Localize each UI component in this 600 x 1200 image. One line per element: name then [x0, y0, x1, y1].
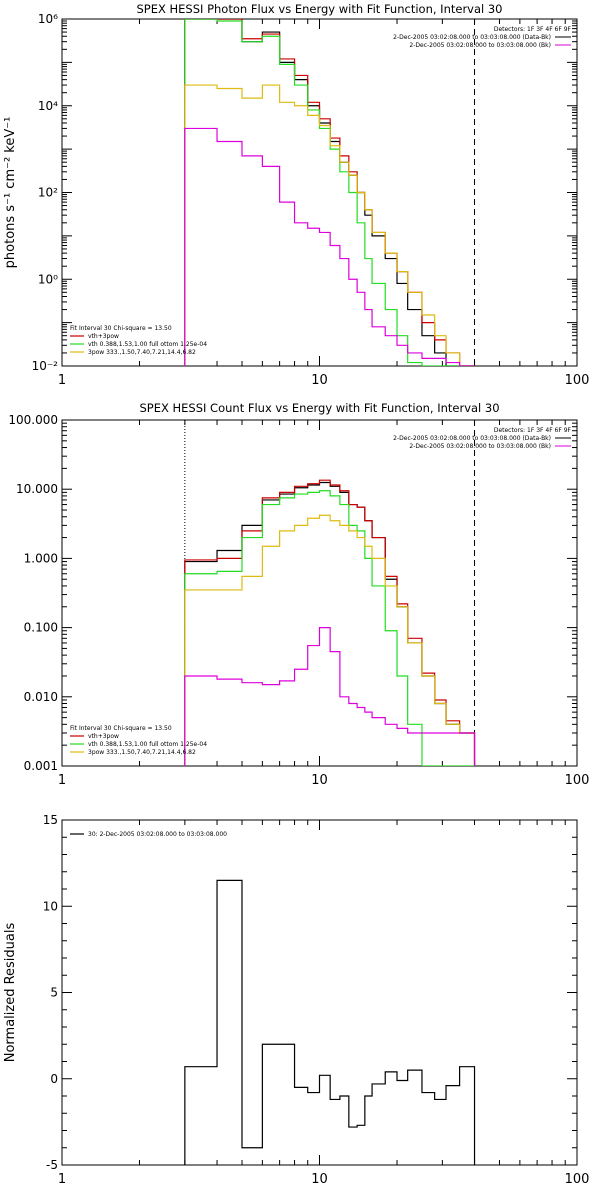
- plot-frame: [61, 18, 578, 367]
- series-line-green: [184, 19, 475, 366]
- x-tick-label: 100: [565, 373, 590, 388]
- y-tick-label: 10⁰: [38, 272, 58, 286]
- y-axis-label: photons s⁻¹ cm⁻² keV⁻¹: [3, 117, 18, 269]
- series-line-black: [184, 19, 475, 366]
- legend-entry: 2-Dec-2005 03:02:08.000 to 03:03:08.000 …: [409, 42, 551, 49]
- legend-entry: 2-Dec-2005 03:02:08.000 to 03:03:08.000 …: [393, 34, 551, 41]
- legend-detectors: Detectors: 1F 3F 4F 6F 9F: [494, 26, 572, 33]
- y-axis-label: Normalized Residuals: [3, 923, 18, 1063]
- y-tick-label: 1.000: [24, 551, 58, 565]
- x-tick-label: 10: [311, 773, 328, 788]
- legend-entry: vth 0.388,1.53,1.00 full ottom 1.25e-04: [88, 341, 207, 348]
- series-line-green: [184, 490, 475, 766]
- plot-frame: [61, 419, 578, 767]
- series-line-red: [184, 479, 476, 766]
- legend-entry: 2-Dec-2005 03:02:08.000 to 03:03:08.000 …: [409, 443, 551, 450]
- legend-entry: vth+3pow: [88, 333, 119, 340]
- series-line-black: [184, 481, 476, 766]
- x-tick-label: 100: [565, 1172, 590, 1187]
- y-tick-label: 10⁻²: [32, 359, 59, 373]
- legend-entry: 2-Dec-2005 03:02:08.000 to 03:03:08.000 …: [393, 435, 551, 442]
- x-tick-label: 10: [311, 373, 328, 388]
- y-tick-label: 0.010: [24, 690, 58, 704]
- y-tick-label: 0.001: [24, 759, 58, 773]
- series-line-magenta: [184, 127, 475, 366]
- x-tick-label: 1: [58, 773, 66, 788]
- y-tick-label: 100.000: [8, 413, 58, 427]
- x-tick-label: 100: [565, 773, 590, 788]
- x-tick-label: 1: [58, 1172, 66, 1187]
- chart-panel-1: SPEX HESSI Photon Flux vs Energy with Fi…: [3, 2, 589, 388]
- series-line-magenta: [184, 627, 476, 766]
- legend-entry: 3pow 333.,1.50,7.40,7.21,14.4,6.82: [88, 349, 196, 356]
- series-group: [184, 19, 475, 366]
- legend-entry: vth+3pow: [88, 733, 119, 740]
- series-group: [184, 879, 476, 1165]
- legend-fit-info: Fit Interval 30 Chi-square = 13.50: [70, 725, 172, 732]
- y-tick-label: 0.100: [24, 621, 58, 635]
- y-tick-label: 10⁴: [38, 99, 58, 113]
- y-tick-label: 10²: [38, 186, 58, 200]
- legend-entry: 3pow 333.,1.50,7.40,7.21,14.4,6.82: [88, 749, 196, 756]
- legend-entry: vth 0.388,1.53,1.00 full ottom 1.25e-04: [88, 741, 207, 748]
- y-tick-label: 10⁶: [38, 12, 58, 26]
- series-line-black: [184, 879, 476, 1165]
- chart-panel-3: 1 10 100 -5 0 5 10 15 Normalized Residuals 30: 2-…: [3, 813, 589, 1187]
- y-tick-label: -5: [46, 1158, 58, 1172]
- y-tick-label: 5: [50, 986, 58, 1000]
- series-line-yellow: [184, 84, 475, 366]
- series-line-yellow: [184, 514, 476, 766]
- legend-detectors: Detectors: 1F 3F 4F 6F 9F: [494, 427, 572, 434]
- chart-panel-2: SPEX HESSI Count Flux vs Energy with Fit…: [8, 401, 589, 788]
- x-tick-label: 10: [311, 1172, 328, 1187]
- legend-fit-info: Fit Interval 30 Chi-square = 13.50: [70, 325, 172, 332]
- series-group: [184, 479, 476, 766]
- chart-title: SPEX HESSI Count Flux vs Energy with Fit…: [139, 401, 499, 415]
- legend-entry: 30: 2-Dec-2005 03:02:08.000 to 03:03:08.…: [88, 831, 227, 838]
- plot-frame: [61, 819, 578, 1166]
- x-tick-label: 1: [58, 373, 66, 388]
- y-tick-label: 15: [43, 813, 58, 827]
- y-tick-label: 10: [43, 899, 58, 913]
- y-tick-label: 10.000: [16, 482, 58, 496]
- chart-title: SPEX HESSI Photon Flux vs Energy with Fi…: [136, 2, 502, 16]
- y-tick-label: 0: [50, 1072, 58, 1086]
- series-line-red: [184, 19, 475, 366]
